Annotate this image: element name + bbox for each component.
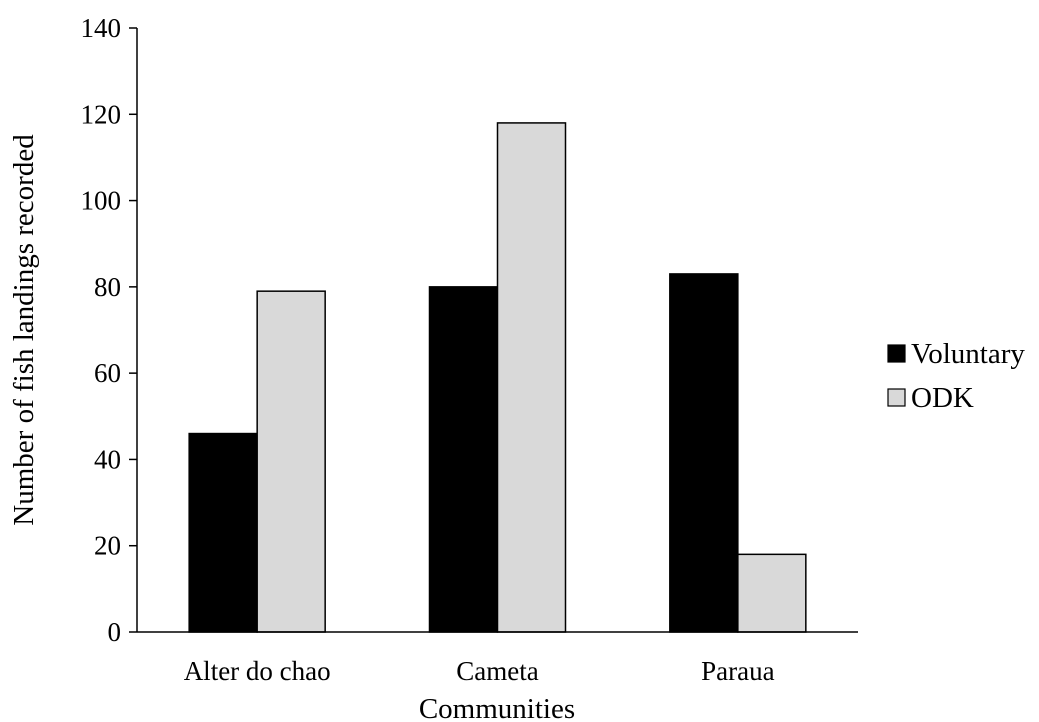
bar-odk-0: [256, 290, 326, 633]
axes: [136, 28, 858, 633]
x-axis-title: Communities: [419, 693, 575, 722]
y-axis-title: Number of fish landings recorded: [8, 134, 40, 526]
legend-swatch: [887, 344, 906, 363]
bars: [188, 122, 807, 633]
x-tick-label: Paraua: [701, 656, 774, 686]
legend: Voluntary ODK: [887, 338, 1025, 414]
legend-swatch: [887, 388, 906, 407]
legend-label: ODK: [911, 382, 974, 414]
y-tick-label: 20: [94, 531, 121, 561]
y-tick-label: 60: [94, 358, 121, 388]
bar-odk-1: [496, 122, 567, 633]
legend-label: Voluntary: [911, 338, 1025, 370]
x-tick-label: Cameta: [456, 656, 538, 686]
bar-voluntary-2: [669, 273, 739, 633]
y-tick-label: 40: [94, 444, 121, 474]
y-tick-label: 140: [81, 13, 122, 43]
y-tick-label: 100: [81, 186, 122, 216]
y-tick-label: 0: [108, 617, 122, 647]
x-tick-label: Alter do chao: [184, 656, 331, 686]
x-axis-labels: Alter do chao Cameta Paraua: [184, 656, 775, 686]
bar-voluntary-1: [428, 286, 499, 633]
y-tick-label: 80: [94, 272, 121, 302]
y-axis-ticks: 0 20 40 60 80 100 120 140: [81, 13, 137, 647]
bar-voluntary-0: [188, 432, 258, 633]
y-tick-label: 120: [81, 99, 122, 129]
bar-odk-2: [737, 553, 807, 633]
